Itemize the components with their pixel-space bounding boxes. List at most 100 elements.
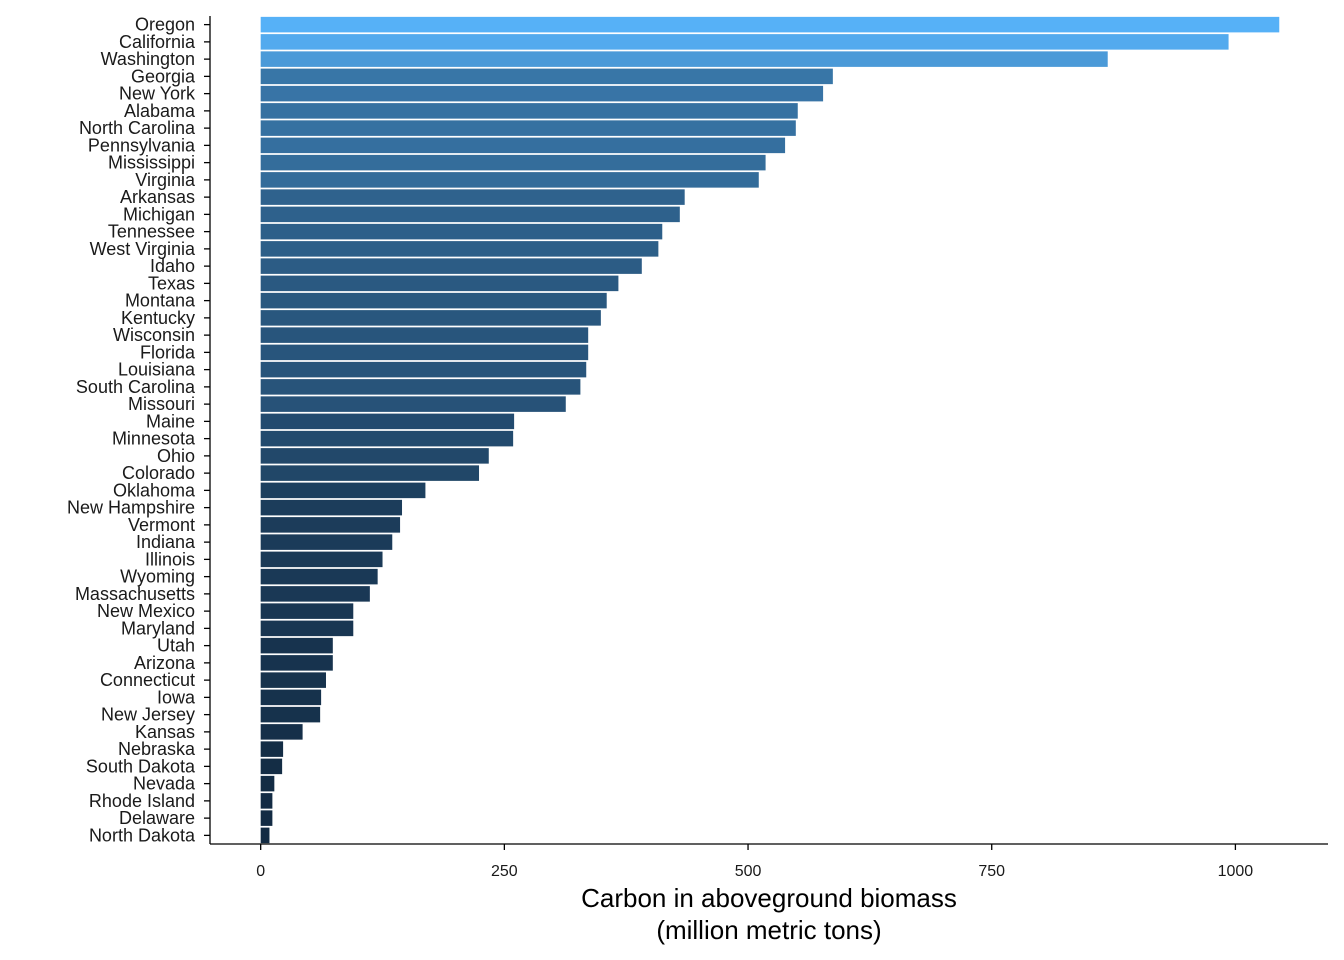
- bar-california: [260, 34, 1229, 50]
- category-label: Maryland: [121, 618, 195, 638]
- category-label: Wisconsin: [113, 325, 195, 345]
- bar-missouri: [260, 396, 566, 412]
- bar-nebraska: [260, 741, 284, 757]
- category-label: Wyoming: [120, 567, 195, 587]
- bar-illinois: [260, 551, 383, 568]
- category-label: Mississippi: [108, 153, 195, 173]
- category-label: Connecticut: [100, 670, 195, 690]
- bar-kansas: [260, 724, 303, 740]
- bar-north-dakota: [260, 827, 270, 844]
- x-tick-label: 250: [491, 863, 518, 880]
- category-label: Vermont: [128, 515, 195, 535]
- category-label: Oklahoma: [113, 480, 196, 500]
- bars-group: [260, 16, 1280, 844]
- category-label: New York: [119, 84, 196, 104]
- category-label: Arkansas: [120, 187, 195, 207]
- category-label: South Dakota: [86, 756, 196, 776]
- bar-new-hampshire: [260, 499, 403, 516]
- category-label: Nevada: [133, 774, 196, 794]
- bar-rhode-island: [260, 793, 273, 809]
- category-label: Rhode Island: [89, 791, 195, 811]
- category-label: Illinois: [145, 549, 195, 569]
- category-label: Massachusetts: [75, 584, 195, 604]
- x-axis-title-line2: (million metric tons): [656, 915, 881, 945]
- bar-maine: [260, 413, 515, 430]
- x-tick-label: 0: [256, 863, 265, 880]
- category-label: Pennsylvania: [88, 135, 196, 155]
- bar-alabama: [260, 103, 798, 119]
- bar-connecticut: [260, 672, 326, 688]
- bar-wyoming: [260, 568, 378, 585]
- bar-georgia: [260, 68, 833, 85]
- bar-tennessee: [260, 223, 663, 240]
- bar-south-dakota: [260, 758, 283, 775]
- bar-south-carolina: [260, 379, 581, 395]
- bar-arizona: [260, 655, 333, 671]
- x-axis-ticks: 0 250 500 750 1000: [256, 844, 1253, 880]
- category-label: Virginia: [135, 170, 196, 190]
- bar-north-carolina: [260, 120, 796, 136]
- bar-delaware: [260, 810, 273, 826]
- category-label: Arizona: [134, 653, 196, 673]
- x-tick-label: 750: [978, 863, 1005, 880]
- bar-new-mexico: [260, 603, 354, 619]
- category-label: Texas: [148, 273, 195, 293]
- category-label: Oregon: [135, 15, 195, 35]
- category-label: South Carolina: [76, 377, 196, 397]
- bar-wisconsin: [260, 327, 589, 343]
- bar-minnesota: [260, 430, 514, 447]
- bar-oklahoma: [260, 482, 426, 499]
- category-label: Utah: [157, 636, 195, 656]
- bar-indiana: [260, 534, 393, 550]
- category-label: New Mexico: [97, 601, 195, 621]
- category-label: Michigan: [123, 204, 195, 224]
- category-label: Ohio: [157, 446, 195, 466]
- category-label: Colorado: [122, 463, 195, 483]
- category-label: Tennessee: [108, 222, 195, 242]
- bar-massachusetts: [260, 586, 370, 602]
- bar-new-york: [260, 85, 824, 102]
- category-label: Minnesota: [112, 429, 196, 449]
- bar-pennsylvania: [260, 137, 786, 154]
- category-label: North Dakota: [89, 825, 196, 845]
- category-label: Alabama: [124, 101, 196, 121]
- category-label: Maine: [146, 411, 195, 431]
- bar-maryland: [260, 620, 354, 637]
- bar-texas: [260, 275, 619, 292]
- category-label: California: [119, 32, 196, 52]
- category-label: New Jersey: [101, 705, 195, 725]
- category-label: Delaware: [119, 808, 195, 828]
- category-label: North Carolina: [79, 118, 196, 138]
- bar-louisiana: [260, 361, 587, 378]
- bar-utah: [260, 637, 333, 654]
- bar-ohio: [260, 448, 489, 464]
- category-label: Indiana: [136, 532, 196, 552]
- bar-florida: [260, 344, 589, 361]
- bar-montana: [260, 292, 607, 309]
- x-tick-label: 500: [735, 863, 762, 880]
- bar-colorado: [260, 465, 480, 481]
- bar-washington: [260, 51, 1108, 67]
- category-label: Nebraska: [118, 739, 196, 759]
- category-label: Idaho: [150, 256, 195, 276]
- bar-idaho: [260, 258, 642, 274]
- category-label: Georgia: [131, 66, 196, 86]
- bar-arkansas: [260, 189, 685, 205]
- category-label: Louisiana: [118, 360, 196, 380]
- category-label: Washington: [101, 49, 195, 69]
- category-label: Missouri: [128, 394, 195, 414]
- category-label: Kansas: [135, 722, 195, 742]
- bar-michigan: [260, 206, 680, 223]
- bar-oregon: [260, 16, 1280, 33]
- bar-nevada: [260, 775, 275, 792]
- x-axis-title: Carbon in aboveground biomass: [581, 883, 957, 913]
- category-label: New Hampshire: [67, 498, 195, 518]
- bar-new-jersey: [260, 706, 321, 723]
- bar-virginia: [260, 172, 759, 188]
- category-label: Kentucky: [121, 308, 195, 328]
- category-label: Florida: [140, 342, 196, 362]
- category-label: Montana: [125, 291, 196, 311]
- bar-vermont: [260, 517, 401, 533]
